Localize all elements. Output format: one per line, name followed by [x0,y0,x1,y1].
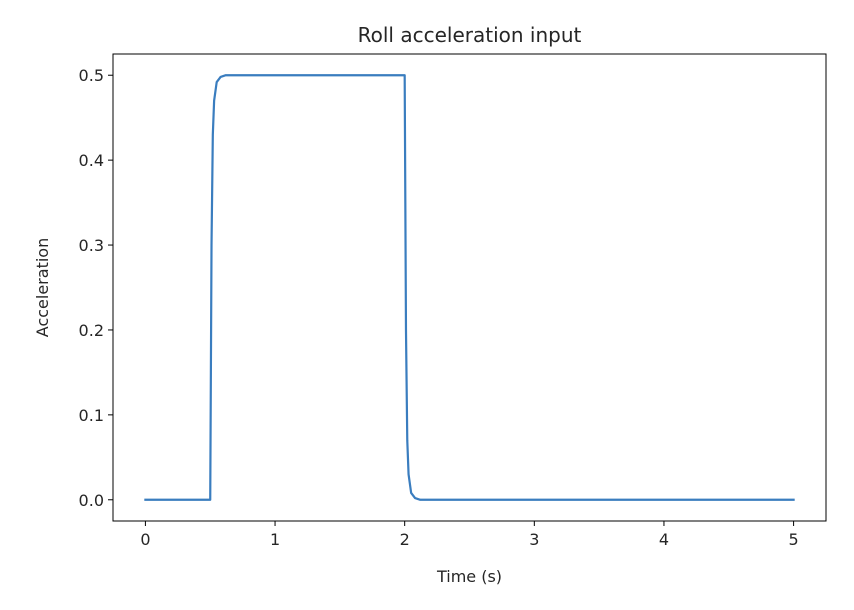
y-axis-label: Acceleration [33,238,52,337]
x-tick-label: 0 [140,530,150,549]
y-tick-label: 0.3 [79,236,104,255]
y-tick-label: 0.5 [79,66,104,85]
x-tick-label: 3 [529,530,539,549]
y-tick-label: 0.2 [79,321,104,340]
x-tick-label: 4 [659,530,669,549]
axes-frame [112,53,827,522]
y-tick-label: 0.1 [79,406,104,425]
x-axis-label: Time (s) [436,567,502,586]
y-tick-label: 0.4 [79,151,104,170]
y-tick-label: 0.0 [79,491,104,510]
x-tick-label: 5 [788,530,798,549]
x-tick-label: 1 [270,530,280,549]
plot-layer [144,74,795,501]
series-line [144,74,795,501]
chart-title: Roll acceleration input [358,23,582,47]
ticks-layer: 0 1 2 3 4 5 0.0 0.1 0.2 0.3 0.4 0.5 [79,66,799,549]
x-tick-label: 2 [400,530,410,549]
